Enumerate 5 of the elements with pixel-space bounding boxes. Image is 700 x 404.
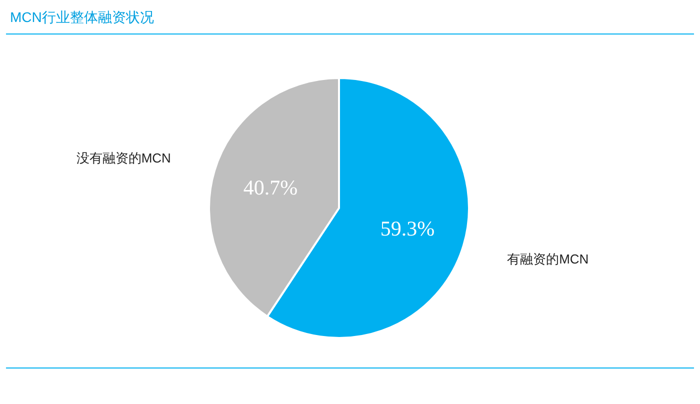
slice-label: 没有融资的MCN bbox=[76, 150, 171, 166]
slice-label: 有融资的MCN bbox=[507, 252, 589, 267]
chart-title: MCN行业整体融资状况 bbox=[10, 9, 154, 25]
data-label: 40.7% bbox=[243, 175, 298, 200]
data-label: 59.3% bbox=[380, 216, 435, 241]
